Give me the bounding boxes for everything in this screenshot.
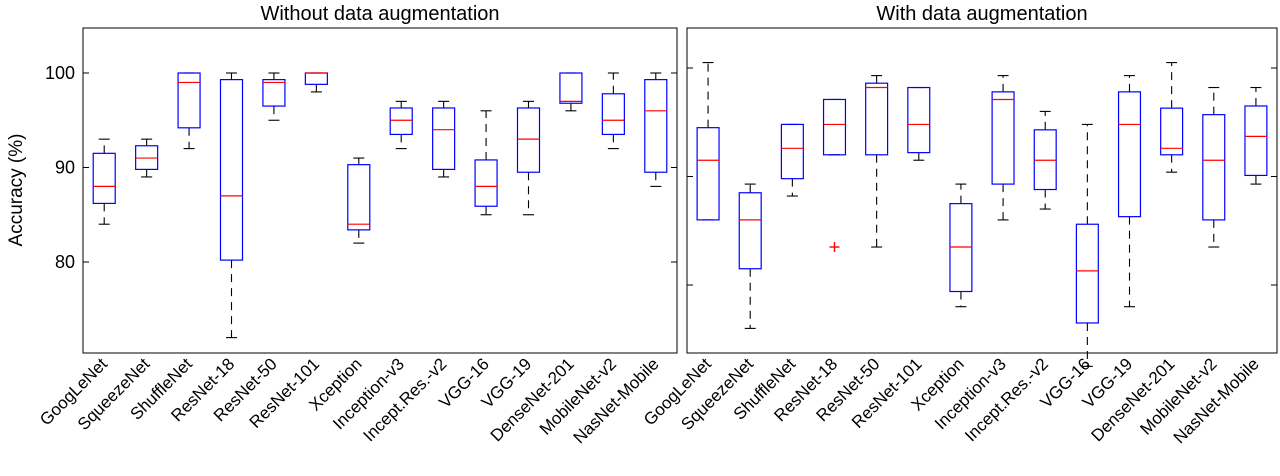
box-incept-res-v2 — [432, 100, 456, 178]
y-tick-label: 100 — [45, 63, 75, 83]
iqr-box — [389, 107, 413, 136]
chart-title-left: Without data augmentation — [260, 3, 499, 25]
iqr-box — [644, 79, 668, 173]
y-tick-label: 80 — [55, 252, 75, 272]
y-axis-label: Accuracy (%) — [6, 134, 27, 247]
box-googlenet — [92, 138, 116, 225]
box-xception — [949, 183, 973, 308]
panel-without-augmentation: Without data augmentation Accuracy (%) 8… — [6, 3, 678, 447]
box-squeezenet — [135, 138, 159, 178]
iqr-box — [1075, 223, 1099, 324]
plot-frame-right — [686, 27, 1278, 354]
boxes-right — [696, 62, 1268, 367]
y-tick-label: 90 — [55, 158, 75, 178]
chart-title-right: With data augmentation — [876, 3, 1087, 25]
box-resnet-101 — [304, 72, 328, 93]
box-vgg-19 — [1117, 75, 1142, 308]
iqr-box — [559, 72, 583, 104]
iqr-box — [907, 86, 931, 154]
box-vgg-19 — [516, 100, 541, 216]
box-squeezenet — [738, 183, 762, 329]
iqr-box — [262, 79, 286, 107]
box-resnet-50 — [262, 72, 286, 121]
iqr-box — [516, 107, 541, 173]
box-resnet-18 — [822, 98, 847, 156]
box-mobilenet-v2 — [1202, 86, 1226, 248]
plot-frame-left — [82, 27, 678, 354]
x-tick-labels-right: GoogLeNetSqueezeNetShuffleNetResNet-18Re… — [640, 354, 1263, 447]
box-nasnet-mobile — [644, 72, 668, 187]
box-densenet-201 — [559, 72, 583, 112]
iqr-box — [780, 123, 804, 180]
iqr-box — [1160, 107, 1184, 156]
box-mobilenet-v2 — [601, 72, 625, 150]
box-shufflenet — [780, 123, 804, 197]
box-nasnet-mobile — [1244, 86, 1268, 185]
iqr-box — [1244, 105, 1268, 177]
iqr-box — [304, 72, 328, 85]
box-resnet-50 — [865, 75, 889, 248]
box-shufflenet — [177, 72, 201, 150]
box-xception — [347, 157, 371, 244]
iqr-box — [601, 93, 625, 136]
box-vgg-16 — [1075, 123, 1099, 367]
box-incept-res-v2 — [1033, 110, 1057, 210]
panel-with-augmentation: With data augmentation GoogLeNetSqueezeN… — [640, 3, 1278, 447]
iqr-box — [822, 98, 847, 156]
box-inception-v3 — [389, 100, 413, 150]
iqr-box — [1117, 91, 1142, 218]
iqr-box — [432, 107, 456, 170]
outlier-marker — [829, 242, 840, 253]
iqr-box — [738, 192, 762, 270]
boxes-left — [92, 72, 668, 339]
iqr-box — [347, 164, 371, 231]
y-ticks-right — [687, 67, 1277, 286]
y-ticks-left: 80 90 100 — [45, 63, 677, 272]
box-vgg-16 — [474, 110, 498, 216]
box-resnet-101 — [907, 86, 931, 161]
iqr-box — [474, 159, 498, 207]
iqr-box — [92, 152, 116, 205]
x-tick-labels-left: GoogLeNetSqueezeNetShuffleNetResNet-18Re… — [36, 354, 662, 447]
iqr-box — [219, 79, 244, 261]
box-densenet-201 — [1160, 62, 1184, 173]
box-inception-v3 — [991, 75, 1015, 221]
iqr-box — [696, 127, 720, 221]
iqr-box — [991, 91, 1015, 185]
iqr-box — [177, 72, 201, 129]
iqr-box — [865, 82, 889, 156]
iqr-box — [1202, 114, 1226, 221]
box-googlenet — [696, 62, 720, 221]
box-resnet-18 — [219, 72, 244, 339]
